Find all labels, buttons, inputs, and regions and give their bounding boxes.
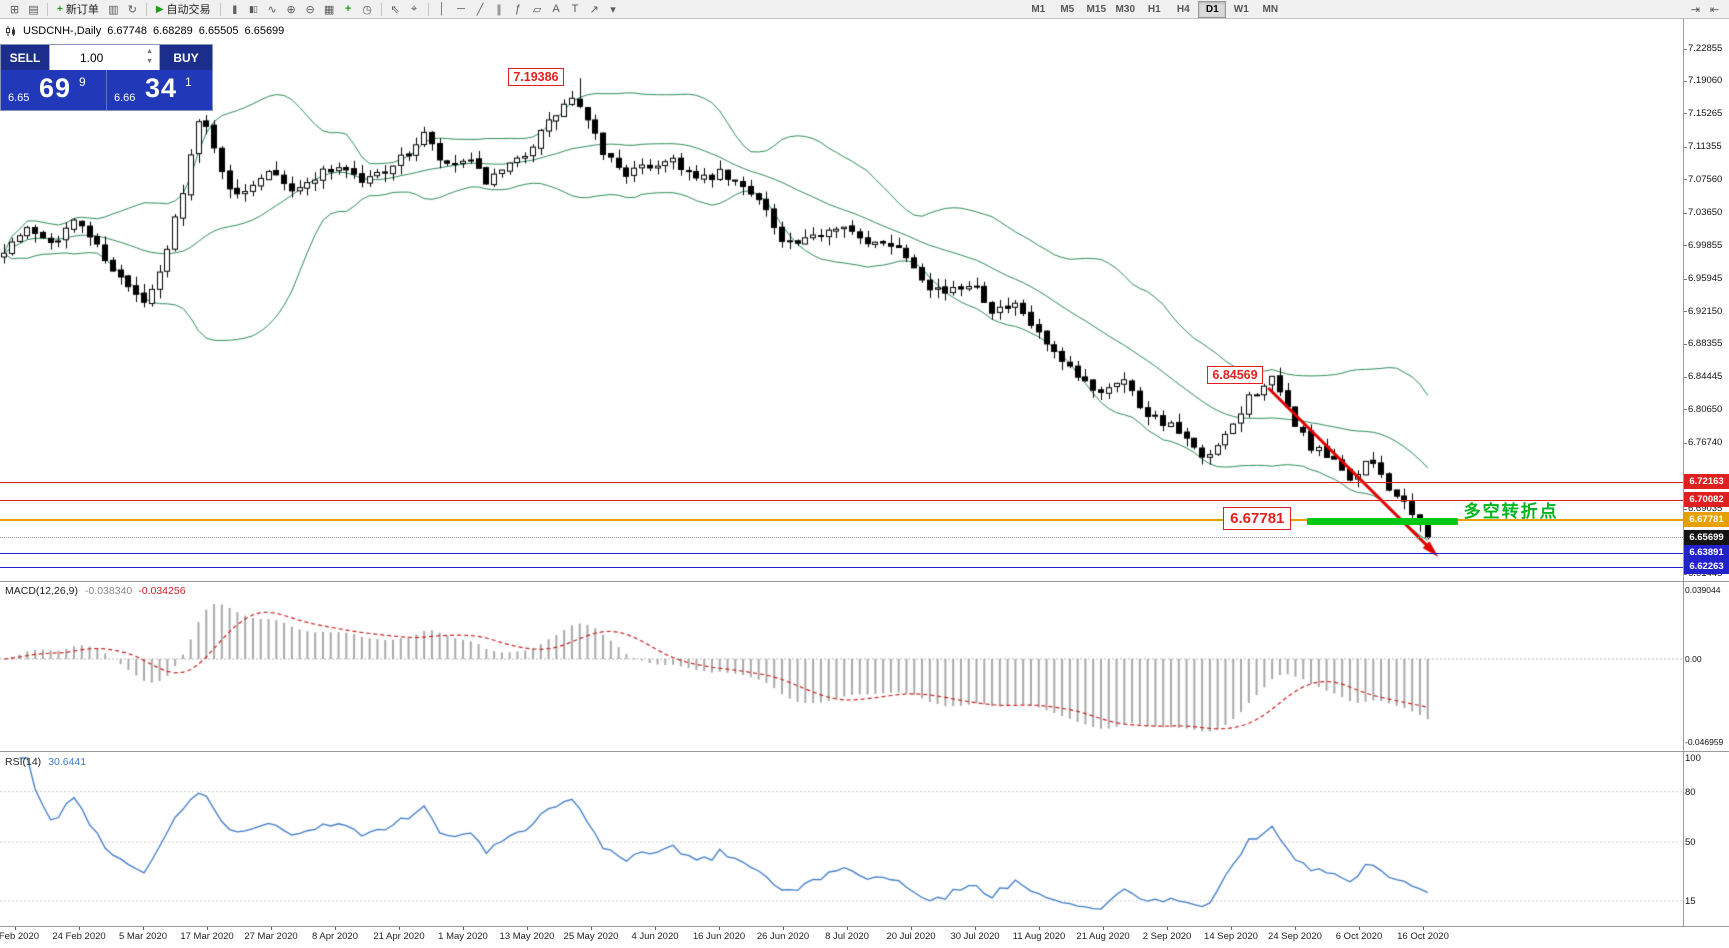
timeframe-h1[interactable]: H1 (1147, 3, 1161, 15)
candle-chart-icon[interactable]: ▮▯ (249, 3, 258, 14)
ask-price-big: 34 (145, 73, 178, 103)
new-order-button[interactable]: + 新订单 (52, 1, 104, 18)
stepper-up-icon[interactable]: ▲ (146, 48, 153, 55)
buy-button[interactable]: BUY (160, 45, 212, 70)
stepper-down-icon[interactable]: ▼ (146, 58, 153, 65)
volume-stepper[interactable]: ▲ ▼ (146, 47, 153, 67)
timeframe-m15[interactable]: M15 (1086, 3, 1106, 15)
volume-value: 1.00 (80, 50, 104, 65)
cursor-icon[interactable]: ⇖ (390, 3, 400, 16)
bid-price-big: 69 (39, 73, 72, 103)
zoom-in-icon[interactable]: ⊕ (286, 3, 296, 16)
channel-icon[interactable]: ∥ (496, 3, 502, 16)
profiles-icon[interactable]: ▤ (28, 3, 39, 16)
period-icon[interactable]: ◷ (362, 3, 372, 16)
trendline-icon[interactable]: ╱ (476, 3, 484, 16)
indicators-icon[interactable]: + (344, 3, 352, 15)
bid-price-small: 6.65 (8, 92, 30, 104)
timeframe-m5[interactable]: M5 (1060, 3, 1075, 15)
tile-windows-icon[interactable]: ▦ (323, 3, 335, 16)
refresh-icon[interactable]: ↻ (127, 3, 137, 16)
crosshair-icon[interactable]: ⌖ (410, 2, 418, 15)
toolbar-separator (380, 2, 382, 16)
toolbar-separator (427, 2, 429, 16)
more-tools-icon[interactable]: ▾ (610, 3, 616, 16)
market-watch-icon[interactable]: ▥ (108, 3, 119, 16)
timeframe-buttons: M1 M5 M15 M30 H1 H4 D1 W1 MN (1024, 0, 1284, 18)
new-order-button-icon: + (57, 3, 63, 15)
timeframe-mn[interactable]: MN (1262, 3, 1279, 15)
fibonacci-icon[interactable]: ƒ (514, 3, 522, 15)
sell-button[interactable]: SELL (1, 45, 49, 70)
auto-trading-button-icon: ▶ (155, 3, 164, 15)
timeframe-h4[interactable]: H4 (1176, 3, 1190, 15)
ask-price-small: 6.66 (114, 92, 136, 104)
ask-price-sup: 1 (185, 75, 192, 89)
bar-chart-icon[interactable]: ||| (232, 4, 238, 14)
line-chart-icon[interactable]: ∿ (267, 3, 277, 16)
shapes-icon[interactable]: ▱ (532, 3, 542, 16)
auto-trading-button[interactable]: ▶ 自动交易 (151, 1, 216, 18)
toolbar-separator (219, 2, 221, 16)
new-chart-icon[interactable]: ⊞ (9, 3, 20, 16)
new-order-button-label: 新订单 (65, 4, 99, 16)
timeframe-w1[interactable]: W1 (1233, 3, 1249, 15)
toolbar: ⊞ ▤ + 新订单 ▥ ↻ ▶ 自动交易 ||| ▮▯ ∿ ⊕ ⊖ ▦ + ◷ ⇖ ⌖ │ ─ ╱ ∥ ƒ ▱ A T ↗ ▾ M1 M5… (0, 0, 1729, 19)
ask-price-display[interactable]: 6.66 34 1 (106, 70, 212, 110)
vertical-line-icon[interactable]: │ (438, 3, 446, 15)
bid-price-display[interactable]: 6.65 69 9 (1, 70, 106, 110)
zoom-out-icon[interactable]: ⊖ (305, 3, 315, 16)
toolbar-separator (145, 2, 147, 16)
timeframe-d1[interactable]: D1 (1198, 0, 1227, 18)
horizontal-line-icon[interactable]: ─ (457, 3, 465, 15)
toolbar-separator (47, 2, 48, 16)
timeframe-m1[interactable]: M1 (1031, 3, 1046, 15)
bid-price-sup: 9 (79, 75, 86, 89)
one-click-trading-panel: SELL 1.00 ▲ ▼ BUY 6.65 69 9 6.66 34 1 (0, 44, 213, 111)
timeframe-m30[interactable]: M30 (1115, 3, 1135, 15)
auto-trading-button-label: 自动交易 (166, 4, 211, 16)
auto-scroll-icon[interactable]: ⇥ (1690, 3, 1701, 16)
chart-shift-icon[interactable]: ⇤ (1709, 3, 1720, 16)
text-label-icon[interactable]: T (571, 3, 579, 15)
volume-input[interactable]: 1.00 ▲ ▼ (49, 45, 160, 70)
arrow-tool-icon[interactable]: ↗ (589, 3, 599, 16)
text-icon[interactable]: A (552, 3, 560, 15)
